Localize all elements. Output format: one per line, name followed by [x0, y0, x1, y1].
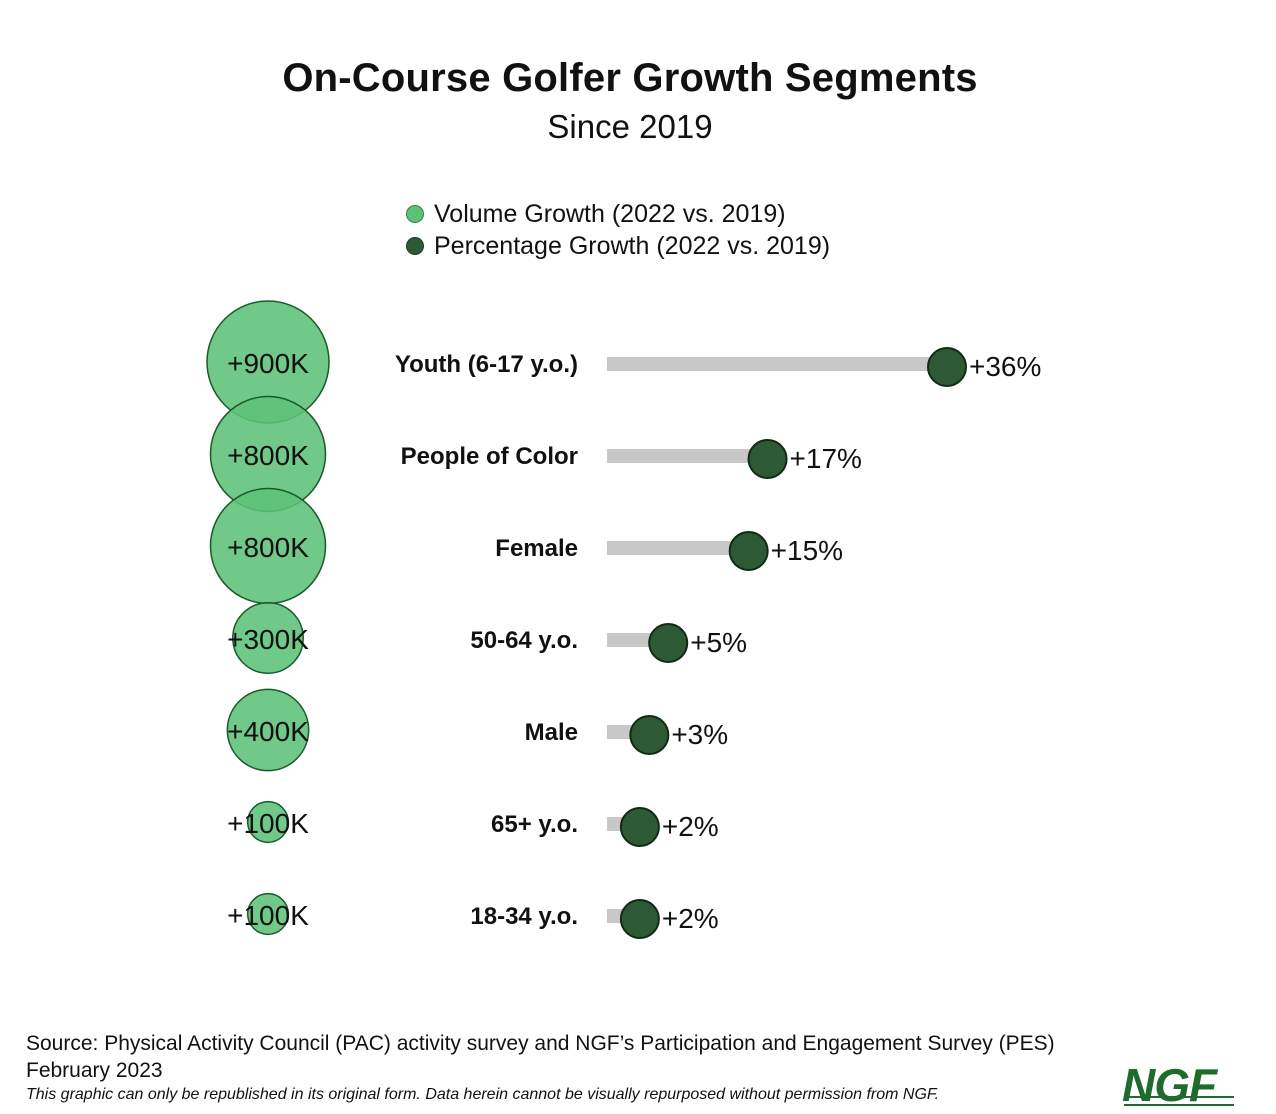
volume-value-label: +900K	[227, 348, 309, 379]
legend-item-volume: Volume Growth (2022 vs. 2019)	[406, 198, 830, 230]
percentage-dot	[747, 439, 788, 479]
percentage-value-label: +2%	[662, 811, 719, 842]
percentage-bar	[607, 541, 749, 555]
category-label: Youth (6-17 y.o.)	[395, 351, 578, 378]
percentage-value-label: +17%	[790, 443, 862, 474]
percentage-value-label: +15%	[771, 535, 843, 566]
chart-title: On-Course Golfer Growth Segments	[282, 56, 978, 100]
percentage-dot	[619, 899, 660, 939]
volume-value-label: +800K	[227, 532, 309, 563]
volume-label-layer: +900K +800K +800K +300K +400K +100K +100K	[227, 348, 309, 931]
category-label: 18-34 y.o.	[470, 903, 578, 930]
logo-underline	[1124, 1096, 1234, 1106]
volume-bubble	[232, 602, 304, 674]
disclaimer: This graphic can only be republished in …	[26, 1086, 940, 1103]
percentage-bar	[607, 357, 947, 371]
volume-value-label: +100K	[227, 900, 309, 931]
percentage-bar	[607, 449, 768, 463]
percentage-value-label: +5%	[690, 627, 747, 658]
category-label: Male	[525, 719, 578, 746]
legend-percentage-label: Percentage Growth (2022 vs. 2019)	[434, 231, 831, 260]
chart-area: +900K +800K +800K +300K +400K +100K +100K Youth…	[206, 300, 1041, 939]
category-label: People of Color	[401, 443, 578, 470]
percentage-dot	[629, 715, 670, 755]
percentage-dot	[648, 623, 689, 663]
volume-bubble	[246, 800, 290, 844]
volume-bubble	[226, 688, 310, 772]
percentage-value-label: +36%	[969, 351, 1041, 382]
volume-value-label: +100K	[227, 808, 309, 839]
volume-value-label: +300K	[227, 624, 309, 655]
percentage-value-label: +2%	[662, 903, 719, 934]
percentage-layer: Youth (6-17 y.o.) +36% People of Color +17%…	[395, 347, 1041, 939]
category-label: 65+ y.o.	[491, 811, 578, 838]
legend: Volume Growth (2022 vs. 2019) Percentage…	[406, 198, 830, 262]
legend-item-percentage: Percentage Growth (2022 vs. 2019)	[406, 230, 830, 262]
legend-volume-dot-icon	[406, 205, 424, 223]
category-label: Female	[495, 535, 578, 562]
volume-value-label: +400K	[227, 716, 309, 747]
footer: Source: Physical Activity Council (PAC) …	[26, 1030, 1055, 1106]
legend-percentage-dot-icon	[406, 237, 424, 255]
volume-value-label: +800K	[227, 440, 309, 471]
legend-volume-label: Volume Growth (2022 vs. 2019)	[434, 199, 786, 228]
ngf-logo: NGF	[1122, 1059, 1217, 1111]
percentage-dot	[927, 347, 967, 387]
source-note: Source: Physical Activity Council (PAC) …	[26, 1032, 1055, 1055]
percentage-dot	[728, 531, 769, 571]
category-label: 50-64 y.o.	[470, 627, 578, 654]
percentage-value-label: +3%	[671, 719, 728, 750]
chart-subtitle: Since 2019	[547, 108, 713, 145]
volume-bubble	[246, 892, 290, 936]
publication-date: February 2023	[26, 1059, 163, 1082]
volume-bubble-layer	[206, 300, 330, 936]
percentage-dot	[619, 807, 660, 847]
